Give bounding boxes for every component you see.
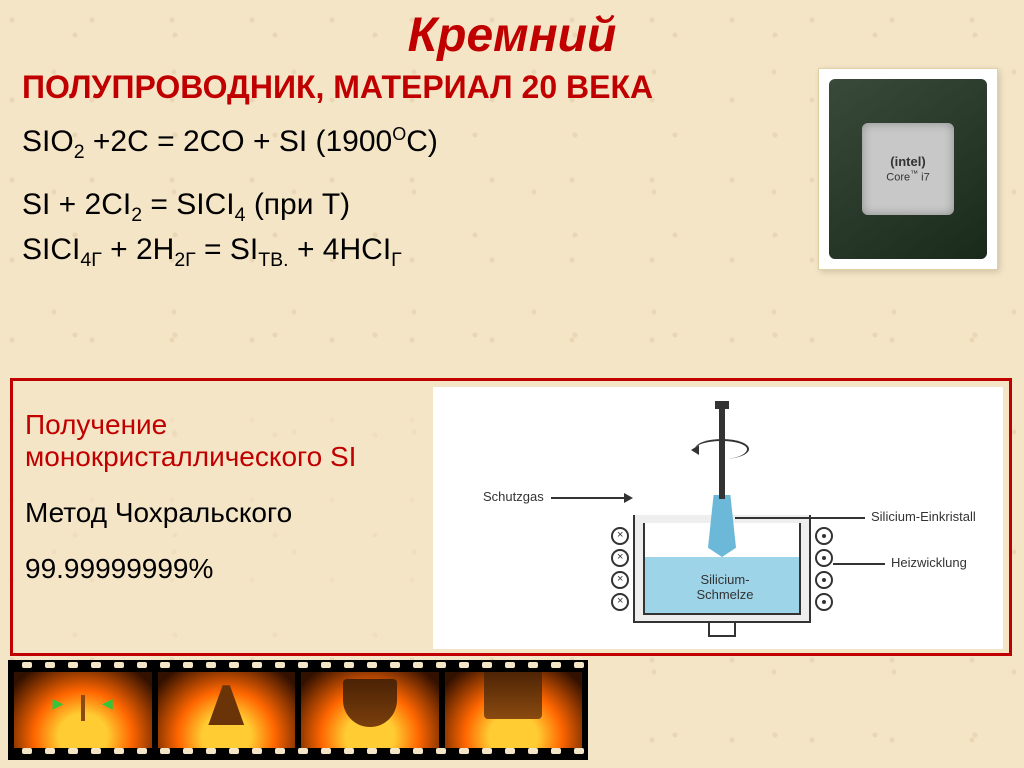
- f3-s4: Г: [391, 249, 402, 271]
- label-heizwicklung: Heizwicklung: [891, 555, 967, 570]
- film-frame-3: [301, 672, 439, 748]
- label-schmelze: Silicium- Schmelze: [695, 573, 755, 603]
- label-schmelze-a: Silicium-: [700, 572, 749, 587]
- heater-coil: [815, 549, 833, 567]
- f3-b: + 2H: [102, 233, 175, 266]
- label-schutzgas: Schutzgas: [483, 489, 544, 504]
- f1-pre: SIO: [22, 125, 74, 158]
- processor-chip: (intel) Core™ i7: [829, 79, 987, 259]
- f2-mid: = SICI: [142, 188, 235, 221]
- f3-s3: ТВ.: [258, 249, 288, 271]
- film-strip: ▶ ▶: [8, 660, 588, 760]
- heater-coil: [815, 527, 833, 545]
- gas-arrow: [551, 497, 631, 499]
- lead-einkristall: [735, 517, 865, 519]
- arrow-icon: ▶: [53, 695, 64, 712]
- chip-die: (intel) Core™ i7: [862, 123, 954, 215]
- heater-coil: [815, 593, 833, 611]
- f3-c: = SI: [196, 233, 259, 266]
- grown-crystal: [484, 672, 542, 719]
- chip-model-post: i7: [918, 172, 930, 184]
- arrow-icon: ▶: [102, 695, 113, 712]
- label-einkristall: Silicium-Einkristall: [871, 509, 976, 524]
- f2-post: (при T): [245, 188, 350, 221]
- f2-s1: 2: [131, 204, 142, 226]
- lower-line-3: 99.99999999%: [25, 553, 405, 585]
- chip-model: Core™ i7: [886, 169, 929, 184]
- chip-brand: (intel): [890, 154, 925, 169]
- label-schmelze-b: Schmelze: [696, 587, 753, 602]
- chip-model-tm: ™: [910, 169, 918, 178]
- silicon-crystal: [708, 495, 736, 557]
- f1-post: С): [406, 125, 438, 158]
- lower-box: Получение монокристаллического SI Метод …: [10, 378, 1012, 656]
- film-frame-4: [445, 672, 583, 748]
- f3-d: + 4HCI: [289, 233, 392, 266]
- f3-a: SICI: [22, 233, 80, 266]
- f3-s2: 2Г: [174, 249, 195, 271]
- rotation-arrow-tip: [691, 445, 699, 455]
- lower-line-1: Получение монокристаллического SI: [25, 409, 405, 473]
- f2-pre: SI + 2CI: [22, 188, 131, 221]
- film-perforation-bottom: [14, 748, 594, 758]
- heater-coil: [815, 571, 833, 589]
- growing-crystal: [208, 685, 244, 725]
- film-frame-1: ▶ ▶: [14, 672, 152, 748]
- heater-coil: ×: [611, 527, 629, 545]
- film-frame-2: [158, 672, 296, 748]
- crucible-handle: [708, 623, 736, 637]
- rod-top: [715, 401, 729, 409]
- lead-heizwicklung: [833, 563, 885, 565]
- chip-card: (intel) Core™ i7: [818, 68, 998, 270]
- slide-background: Кремний ПОЛУПРОВОДНИК, МАТЕРИАЛ 20 ВЕКА …: [0, 0, 1024, 768]
- growing-crystal: [343, 679, 397, 727]
- film-perforation-top: [14, 662, 594, 672]
- f1-sub: 2: [74, 141, 85, 163]
- seed-crystal: [81, 695, 85, 721]
- heater-coil: ×: [611, 593, 629, 611]
- lower-line-2: Метод Чохральского: [25, 497, 405, 529]
- heater-coil: ×: [611, 549, 629, 567]
- slide-title: Кремний: [0, 0, 1024, 63]
- f2-s2: 4: [235, 204, 246, 226]
- f1-mid: +2C = 2CO + SI (1900: [85, 125, 393, 158]
- heater-coil: ×: [611, 571, 629, 589]
- czochralski-diagram: × × × × Schutzgas Silicium-Einkristall H…: [433, 387, 1003, 649]
- lower-text-block: Получение монокристаллического SI Метод …: [25, 409, 405, 609]
- f3-s1: 4Г: [80, 249, 101, 271]
- f1-sup: О: [392, 124, 406, 144]
- rotation-arrow: [695, 439, 749, 459]
- chip-model-pre: Core: [886, 172, 910, 184]
